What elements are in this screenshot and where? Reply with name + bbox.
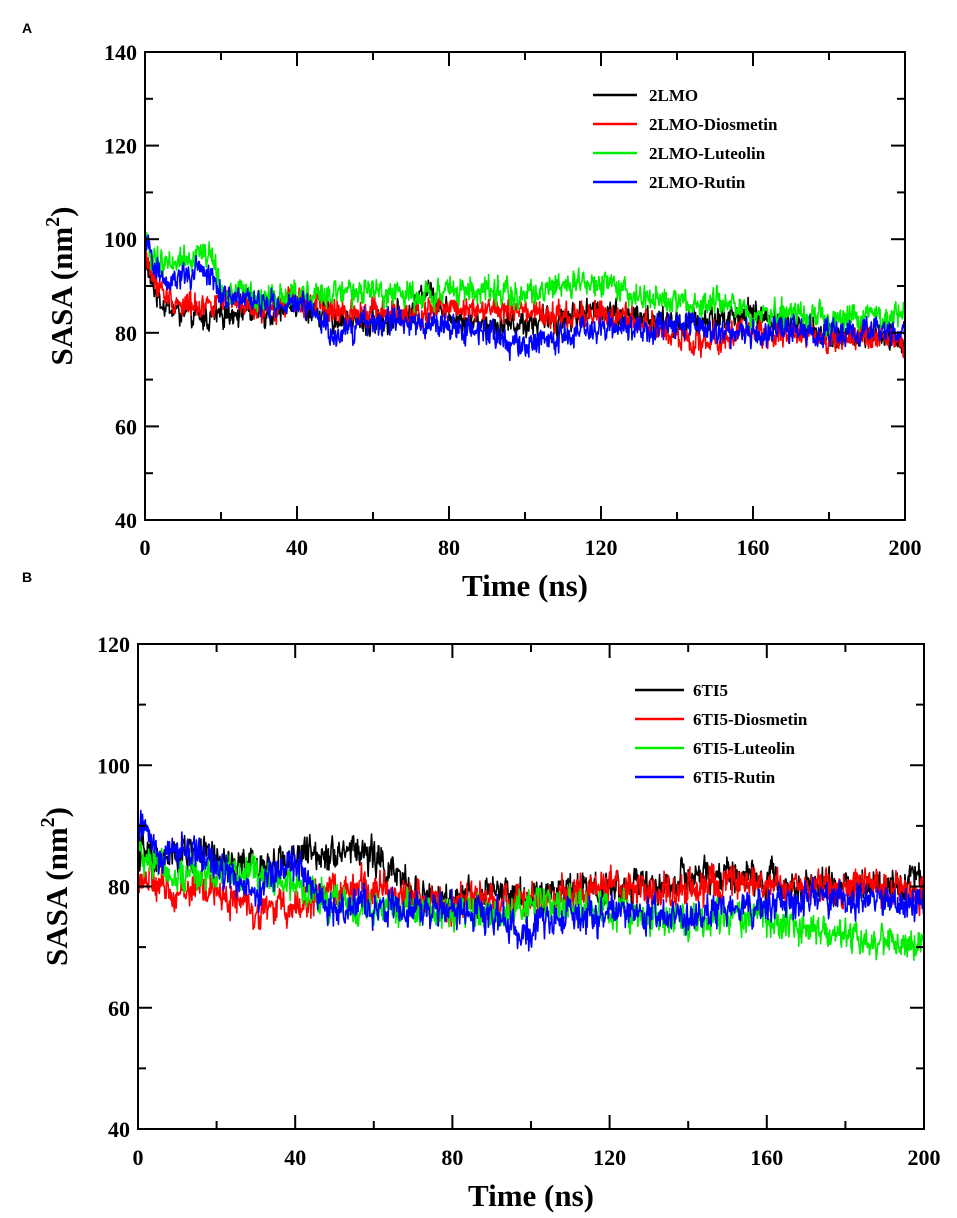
chart-a-y-tick-label: 140 — [104, 40, 137, 65]
chart-a-y-tick-label: 120 — [104, 134, 137, 159]
chart-b-y-axis-title-close: ) — [39, 807, 74, 817]
chart-a-plot-frame — [144, 51, 906, 521]
chart-b-series-6ti5-rutin — [138, 809, 924, 952]
chart-b-y-tick-label: 100 — [97, 753, 130, 778]
chart-b-y-tick-label: 120 — [97, 632, 130, 657]
chart-a-legend-label: 2LMO — [649, 86, 698, 105]
chart-b-y-axis-title-sup: 2 — [37, 817, 59, 827]
chart-b-legend-label: 6TI5-Rutin — [693, 768, 776, 787]
chart-a-y-tick-label: 40 — [115, 508, 137, 533]
chart-b-x-tick-label: 0 — [133, 1145, 144, 1170]
chart-a-y-axis-title-main: SASA (nm — [44, 227, 79, 366]
chart-b-legend: 6TI5 6TI5-Diosmetin 6TI5-Luteolin 6TI5-Ruti… — [635, 681, 808, 787]
chart-b-y-axis-title-main: SASA (nm — [39, 827, 74, 966]
chart-b-x-tick-label: 40 — [284, 1145, 306, 1170]
chart-b-x-axis-title: Time (ns) — [468, 1178, 594, 1213]
chart-a-x-tick-label: 200 — [889, 535, 922, 560]
chart-b-x-tick-label: 200 — [908, 1145, 941, 1170]
chart-b-legend-label: 6TI5-Luteolin — [693, 739, 796, 758]
chart-a-series-2lmo-diosmetin — [145, 245, 905, 359]
chart-a-legend-label: 2LMO-Rutin — [649, 173, 746, 192]
chart-b-y-tick-label: 60 — [108, 996, 130, 1021]
chart-a-legend-label: 2LMO-Diosmetin — [649, 115, 778, 134]
chart-b-x-tick-label: 160 — [750, 1145, 783, 1170]
chart-b-legend-label: 6TI5-Diosmetin — [693, 710, 808, 729]
chart-b-y-axis-title: SASA (nm2) — [37, 807, 74, 966]
chart-a-x-tick-label: 120 — [585, 535, 618, 560]
panel-label-b: B — [22, 569, 32, 585]
chart-a-legend-label: 2LMO-Luteolin — [649, 144, 766, 163]
chart-b-legend-label: 6TI5 — [693, 681, 728, 700]
chart-a-x-axis-title: Time (ns) — [462, 568, 588, 603]
chart-b-y-tick-label: 80 — [108, 875, 130, 900]
chart-a-x-tick-label: 80 — [438, 535, 460, 560]
chart-b-x-tick-label: 80 — [441, 1145, 463, 1170]
chart-a-series-group — [145, 230, 905, 362]
chart-a-y-tick-label: 100 — [104, 227, 137, 252]
chart-a-x-tick-label: 0 — [140, 535, 151, 560]
chart-b-series-group — [138, 809, 924, 961]
chart-a-legend: 2LMO 2LMO-Diosmetin 2LMO-Luteolin 2LMO-Ruti… — [593, 86, 778, 192]
chart-a-x-tick-label: 40 — [286, 535, 308, 560]
chart-a-y-tick-label: 80 — [115, 321, 137, 346]
panel-label-a: A — [22, 20, 32, 36]
chart-a-series-2lmo-rutin — [145, 234, 905, 362]
chart-a-y-axis-title-sup: 2 — [42, 217, 64, 227]
chart-a-y-axis-title: SASA (nm2) — [42, 206, 79, 365]
chart-b-y-tick-label: 40 — [108, 1117, 130, 1142]
chart-a-y-axis-title-close: ) — [44, 206, 79, 216]
chart-a-x-tick-label: 160 — [737, 535, 770, 560]
chart-a-y-tick-label: 60 — [115, 414, 137, 439]
chart-b-x-tick-label: 120 — [593, 1145, 626, 1170]
